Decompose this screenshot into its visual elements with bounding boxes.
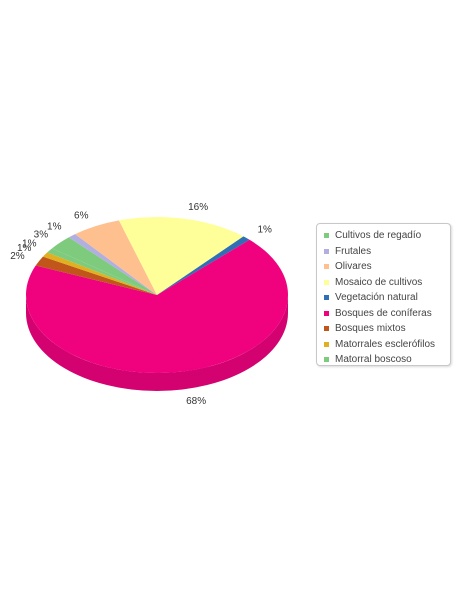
slice-value-label: 1% [22, 239, 37, 250]
slice-value-label: 68% [186, 396, 206, 407]
legend-swatch [324, 233, 329, 239]
pie-side-5 [26, 295, 288, 391]
legend: Cultivos de regadío Frutales Olivares Mosai… [316, 223, 451, 366]
legend-item: Vegetación natural [324, 290, 450, 306]
legend-item: Matorrales esclerófilos [324, 337, 450, 353]
legend-item: Bosques de coníferas [324, 306, 450, 322]
legend-item: Cultivos de regadío [324, 228, 450, 244]
legend-label: Bosques de coníferas [335, 307, 432, 319]
legend-swatch [324, 279, 329, 285]
legend-label: Matorral boscoso [335, 354, 412, 366]
slice-value-label: 3% [34, 230, 49, 241]
pie-slice [52, 237, 157, 295]
legend-swatch [324, 248, 329, 254]
slice-value-label: 1% [47, 222, 62, 233]
legend-label: Matorrales esclerófilos [335, 338, 436, 350]
legend-swatch [324, 357, 329, 363]
pie-slice [118, 217, 244, 295]
legend-swatch [324, 264, 329, 270]
legend-item: Bosques mixtos [324, 321, 450, 337]
pie-slice [26, 239, 289, 373]
pie-slice [42, 252, 157, 295]
legend-swatch [324, 326, 329, 332]
legend-label: Vegetación natural [335, 292, 418, 304]
slice-value-label: 16% [188, 202, 208, 213]
pie-slice [157, 236, 250, 295]
legend-swatch [324, 341, 329, 347]
pie-slice [47, 248, 157, 295]
pie-slice [68, 234, 157, 295]
legend-label: Mosaico de cultivos [335, 276, 423, 288]
legend-label: Olivares [335, 261, 372, 273]
pie-slice [35, 256, 157, 295]
slice-value-label: 6% [74, 210, 89, 221]
slice-value-label: 1% [17, 243, 32, 254]
pie-slice [75, 220, 157, 295]
legend-item: Olivares [324, 259, 450, 275]
legend-label: Bosques mixtos [335, 323, 406, 335]
legend-label: Frutales [335, 245, 372, 257]
slice-value-label: 2% [10, 251, 25, 262]
pie-slices [26, 217, 289, 373]
slice-value-label: 1% [258, 224, 273, 235]
legend-item: Matorral boscoso [324, 352, 450, 368]
legend-item: Mosaico de cultivos [324, 275, 450, 291]
pie-value-labels: 3%1%6%16%1%68%2%1%1% [10, 202, 272, 407]
legend-swatch [324, 310, 329, 316]
pie-sides [26, 295, 288, 391]
legend-label: Cultivos de regadío [335, 230, 422, 242]
legend-swatch [324, 295, 329, 301]
legend-item: Frutales [324, 244, 450, 260]
